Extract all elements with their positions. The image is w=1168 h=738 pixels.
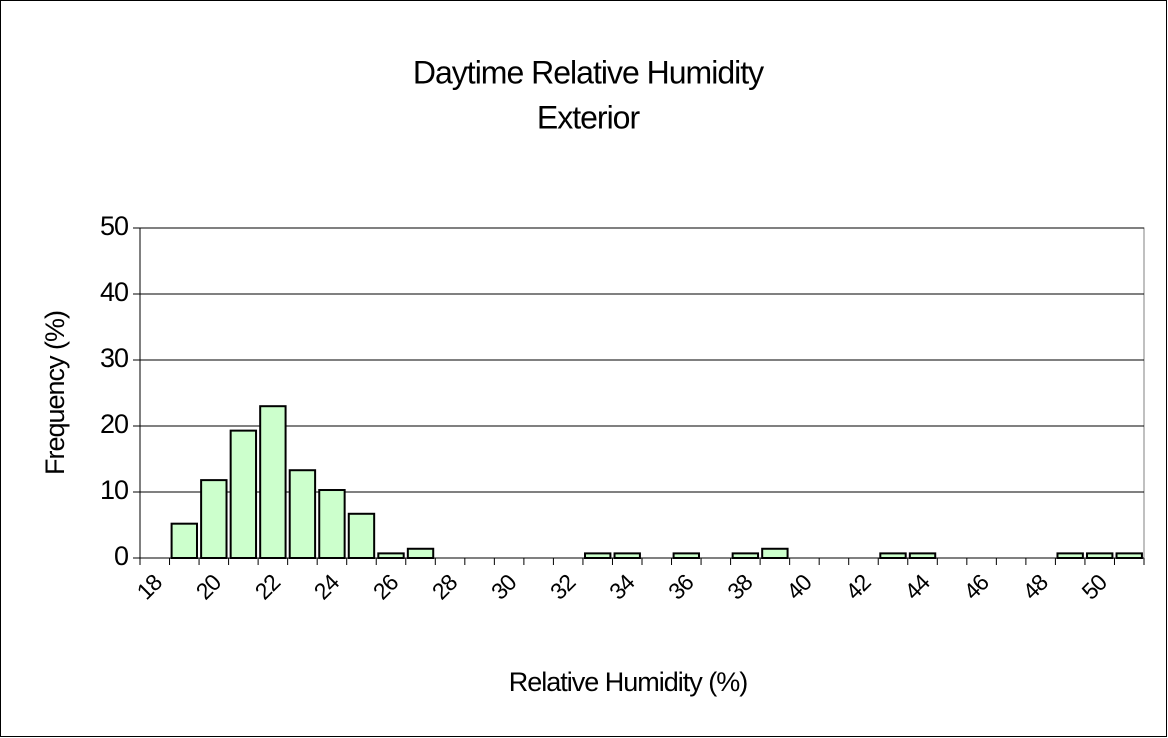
bar <box>1056 552 1084 560</box>
bar <box>672 552 700 560</box>
bar <box>584 552 612 560</box>
bar <box>1086 552 1114 560</box>
y-axis-title: Frequency (%) <box>40 311 70 475</box>
bar <box>761 547 789 560</box>
bar <box>200 479 228 559</box>
chart-subtitle: Exterior <box>537 99 641 135</box>
bar <box>613 552 641 560</box>
y-tick-label: 0 <box>114 541 128 571</box>
bar <box>908 552 937 560</box>
bar <box>1115 552 1143 560</box>
x-axis-title: Relative Humidity (%) <box>509 667 748 697</box>
bar <box>879 552 907 560</box>
bar <box>406 547 435 560</box>
bar <box>259 405 287 560</box>
bar <box>170 522 198 559</box>
bar <box>347 512 376 560</box>
y-tick-label: 50 <box>100 211 128 241</box>
bar <box>288 469 317 559</box>
bar <box>731 552 760 560</box>
bar <box>318 489 346 559</box>
bar <box>377 552 405 560</box>
y-tick-label: 30 <box>100 343 128 373</box>
y-tick-label: 20 <box>100 409 128 439</box>
y-tick-label: 40 <box>100 277 128 307</box>
bar <box>229 429 258 559</box>
y-tick-label: 10 <box>100 475 128 505</box>
chart-title: Daytime Relative Humidity <box>413 54 764 90</box>
